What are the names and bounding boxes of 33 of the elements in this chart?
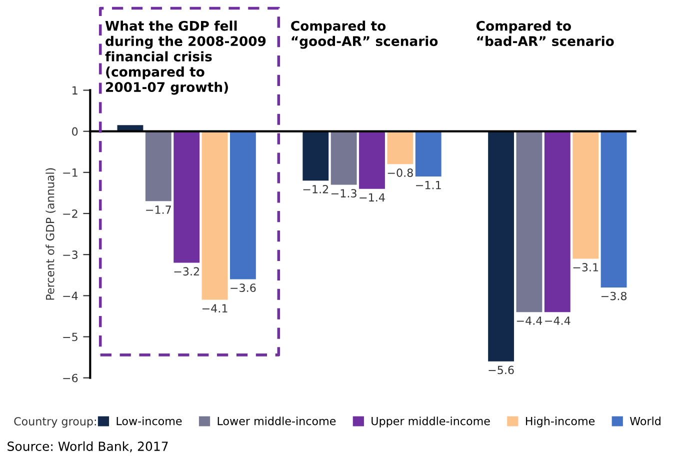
x-tick-label: Compared to “good-AR” scenario	[291, 20, 438, 49]
data-label: −5.6	[488, 366, 514, 374]
y-tick-label: −5	[63, 332, 78, 342]
legend-label: Upper middle-income	[372, 416, 490, 428]
legend-title: Country group:	[14, 417, 96, 428]
data-label: −1.3	[332, 189, 356, 198]
data-label: −1.4	[360, 193, 385, 202]
data-label: −4.4	[516, 316, 542, 325]
data-label: −4.1	[202, 304, 228, 312]
y-tick-label: 0	[72, 127, 78, 136]
data-label: −0.8	[388, 168, 413, 177]
y-tick-label: −1	[63, 168, 78, 177]
legend-label: World	[630, 416, 660, 426]
legend-label: Low-income	[116, 416, 182, 426]
y-tick-label: −4	[63, 292, 78, 300]
data-label: −1.1	[416, 181, 441, 190]
data-label: −4.4	[545, 316, 570, 325]
y-axis-title: Percent of GDP (annual)	[46, 168, 56, 300]
data-label: −3.1	[573, 263, 598, 272]
data-label: −1.7	[146, 206, 171, 214]
data-label: −3.8	[601, 292, 627, 300]
y-tick-label: 1	[72, 86, 78, 94]
y-tick-label: −6	[63, 374, 78, 382]
data-label: −3.2	[174, 267, 199, 276]
legend-label: Lower middle-income	[218, 416, 336, 426]
data-label: −3.6	[230, 284, 256, 292]
y-tick-label: −3	[63, 250, 78, 259]
x-tick-label: What the GDP fell during the 2008-2009 financial crisis (compared to 2001-07 growth)	[105, 20, 266, 95]
data-label: −1.2	[303, 184, 328, 194]
x-tick-label: Compared to “bad-AR” scenario	[476, 20, 614, 46]
source-note: Source: World Bank, 2017	[8, 441, 168, 452]
y-tick-label: −2	[63, 209, 78, 218]
legend-label: High-income	[526, 416, 595, 428]
